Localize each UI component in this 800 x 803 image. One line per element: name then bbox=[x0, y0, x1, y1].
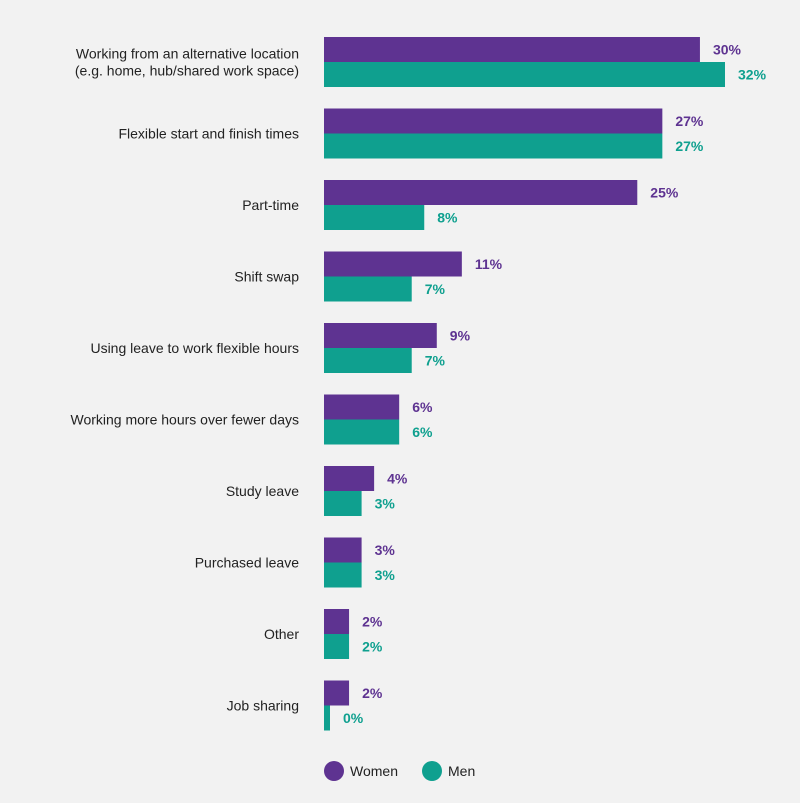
category-label: Shift swap bbox=[234, 269, 299, 285]
men-bar bbox=[324, 348, 412, 373]
category-label-line: Using leave to work flexible hours bbox=[90, 340, 299, 356]
category-label: Other bbox=[264, 626, 299, 642]
men-bar bbox=[324, 491, 362, 516]
men-value-label: 6% bbox=[412, 424, 433, 440]
category-label: Purchased leave bbox=[195, 555, 300, 571]
men-bar bbox=[324, 133, 663, 159]
women-value-label: 9% bbox=[450, 328, 471, 344]
women-bar bbox=[324, 37, 700, 62]
legend: Women Men bbox=[324, 761, 475, 781]
women-bar bbox=[324, 537, 362, 563]
category-label-line: Study leave bbox=[226, 483, 299, 499]
category-label-line: Working more hours over fewer days bbox=[71, 412, 300, 428]
men-bar bbox=[324, 705, 330, 731]
men-bar bbox=[324, 62, 725, 87]
women-value-label: 27% bbox=[675, 113, 704, 129]
men-bar bbox=[324, 562, 362, 588]
men-value-label: 3% bbox=[375, 567, 396, 583]
legend-label-women: Women bbox=[350, 763, 398, 779]
category-label: Flexible start and finish times bbox=[118, 126, 299, 142]
category-label-line: Flexible start and finish times bbox=[118, 126, 299, 142]
men-value-label: 8% bbox=[437, 210, 458, 226]
men-value-label: 27% bbox=[675, 138, 704, 154]
men-bar bbox=[324, 276, 412, 302]
women-bar bbox=[324, 680, 350, 706]
men-value-label: 32% bbox=[738, 67, 767, 83]
category-label: Part-time bbox=[242, 197, 299, 213]
women-value-label: 30% bbox=[713, 42, 742, 58]
category-label: Using leave to work flexible hours bbox=[90, 340, 299, 356]
women-bar bbox=[324, 251, 462, 277]
women-bar bbox=[324, 323, 437, 348]
category-label-line: Other bbox=[264, 626, 299, 642]
men-value-label: 0% bbox=[343, 710, 364, 726]
category-label: Job sharing bbox=[227, 698, 299, 714]
men-value-label: 3% bbox=[375, 496, 396, 512]
men-bar bbox=[324, 205, 425, 230]
men-value-label: 7% bbox=[425, 281, 446, 297]
women-value-label: 2% bbox=[362, 685, 383, 701]
category-label: Working from an alternative location (e.g… bbox=[75, 46, 299, 79]
men-value-label: 7% bbox=[425, 353, 446, 369]
legend-swatch-men bbox=[422, 761, 442, 781]
legend-label-men: Men bbox=[448, 763, 475, 779]
category-label-line: (e.g. home, hub/shared work space) bbox=[75, 63, 299, 79]
men-value-label: 2% bbox=[362, 639, 383, 655]
women-bar bbox=[324, 394, 400, 420]
category-label-line: Job sharing bbox=[227, 698, 299, 714]
women-bar bbox=[324, 466, 375, 491]
category-label: Study leave bbox=[226, 483, 299, 499]
category-label-line: Part-time bbox=[242, 197, 299, 213]
women-value-label: 4% bbox=[387, 471, 408, 487]
category-label: Working more hours over fewer days bbox=[71, 412, 300, 428]
women-value-label: 11% bbox=[475, 256, 503, 272]
women-value-label: 3% bbox=[375, 542, 396, 558]
category-label-line: Shift swap bbox=[234, 269, 299, 285]
women-value-label: 6% bbox=[412, 399, 433, 415]
men-bar bbox=[324, 419, 400, 445]
women-value-label: 25% bbox=[650, 185, 679, 201]
women-bar bbox=[324, 108, 663, 134]
legend-swatch-women bbox=[324, 761, 344, 781]
women-bar bbox=[324, 180, 638, 205]
women-bar bbox=[324, 609, 350, 634]
men-bar bbox=[324, 634, 350, 659]
category-label-line: Purchased leave bbox=[195, 555, 300, 571]
category-label-line: Working from an alternative location bbox=[76, 46, 299, 62]
women-value-label: 2% bbox=[362, 614, 383, 630]
